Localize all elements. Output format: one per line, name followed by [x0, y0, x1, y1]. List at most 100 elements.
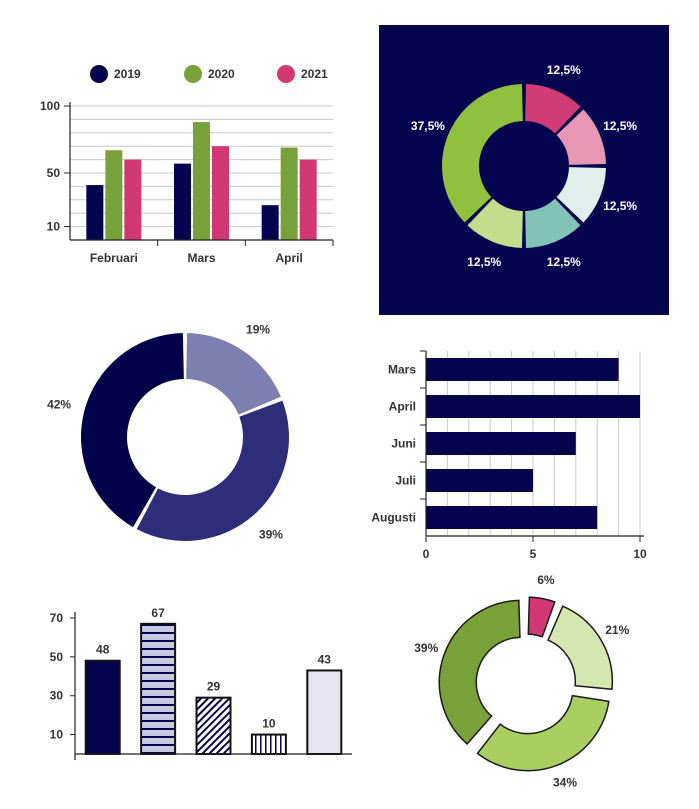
c1-axes	[64, 102, 334, 246]
donut-chart-navy-panel: 12,5% 12,5% 12,5% 12,5% 12,5% 37,5%	[379, 25, 669, 315]
c1-y-tick-label: 50	[47, 166, 61, 180]
c5-bar	[140, 622, 177, 755]
c1-bar-2020	[193, 122, 210, 240]
c5-data-label: 67	[151, 606, 165, 620]
exploded-donut-chart-green: 6% 21% 34% 39%	[414, 573, 629, 790]
c3-slices	[81, 333, 289, 541]
c1-bar-2019	[174, 163, 191, 240]
c1-x-tick-labels: Februari Mars April	[90, 251, 303, 265]
c4-bars	[426, 358, 640, 529]
c4-bar	[426, 395, 640, 418]
c4-category-label: Juli	[395, 474, 416, 488]
c1-legend-marker	[90, 65, 108, 83]
c1-legend-label: 2019	[114, 67, 141, 81]
c4-bar	[426, 358, 619, 381]
c5-data-label: 43	[318, 652, 332, 666]
c3-data-label: 39%	[259, 528, 283, 542]
c3-slice	[81, 333, 184, 528]
c3-data-labels: 19% 39% 42%	[47, 322, 283, 541]
c2-slice	[556, 167, 606, 223]
c1-y-tick-label: 100	[40, 99, 60, 113]
c1-x-tick-label: Mars	[187, 251, 215, 265]
c4-x-tick-label: 0	[423, 547, 430, 561]
c1-bar-2021	[299, 159, 317, 240]
c1-bars	[86, 122, 317, 240]
c5-y-tick-label: 10	[50, 728, 64, 742]
c1-legend-marker	[277, 65, 295, 83]
c4-category-label: Mars	[388, 363, 416, 377]
c5-data-label: 10	[262, 717, 276, 731]
c4-x-tick-label: 10	[633, 547, 647, 561]
c6-slice	[438, 599, 521, 745]
c4-category-labels: Mars April Juni Juli Augusti	[371, 363, 416, 525]
patterned-bar-chart: 10 30 50 70 48 67 29 10 43	[50, 606, 352, 760]
c3-slice	[186, 333, 281, 415]
c2-slice	[441, 84, 523, 223]
c6-data-label: 21%	[605, 623, 629, 637]
c4-x-tick-labels: 0 5 10	[423, 547, 647, 561]
c2-slice	[525, 84, 581, 134]
c6-data-label: 34%	[553, 776, 577, 790]
grouped-bar-chart: 10 50 100 Februari Mars April 2019 2020 2021	[40, 65, 334, 265]
c5-data-labels: 48 67 29 10 43	[96, 606, 331, 731]
c1-x-tick-label: Februari	[90, 251, 138, 265]
c6-slice	[527, 596, 556, 638]
c1-bar-2021	[124, 159, 142, 240]
c2-data-label: 37,5%	[411, 119, 445, 133]
c5-y-tick-label: 30	[50, 689, 64, 703]
c5-data-label: 29	[207, 680, 221, 694]
c4-category-label: April	[389, 400, 416, 414]
c2-data-label: 12,5%	[603, 119, 637, 133]
c5-bars	[84, 622, 343, 756]
c4-bar	[426, 506, 598, 529]
c2-data-label: 12,5%	[603, 199, 637, 213]
c6-slice	[476, 694, 610, 772]
c1-legend-marker	[184, 65, 202, 83]
c3-data-label: 42%	[47, 398, 71, 412]
c2-background-panel	[379, 25, 669, 315]
c5-y-tick-labels: 10 30 50 70	[50, 611, 64, 742]
c1-y-tick-labels: 10 50 100	[40, 99, 60, 234]
c2-data-label: 12,5%	[467, 255, 501, 269]
c2-slices	[441, 84, 606, 248]
c2-data-label: 12,5%	[547, 255, 581, 269]
c5-axes	[70, 612, 352, 760]
c4-category-label: Augusti	[371, 511, 416, 525]
c4-bar	[426, 469, 533, 492]
c6-slice	[547, 605, 614, 691]
c1-legend: 2019 2020 2021	[90, 65, 328, 83]
c6-slices	[438, 596, 614, 772]
c5-data-label: 48	[96, 643, 110, 657]
c2-slice	[556, 109, 606, 165]
c2-slice	[525, 198, 581, 248]
c2-slice	[467, 198, 523, 248]
c4-x-tick-label: 5	[530, 547, 537, 561]
c4-category-label: Juni	[391, 437, 416, 451]
c2-data-label: 12,5%	[547, 63, 581, 77]
c4-axes	[420, 350, 644, 542]
c6-data-label: 39%	[414, 641, 438, 655]
c5-bar	[84, 659, 121, 755]
c5-bar	[250, 733, 287, 755]
c2-data-labels: 12,5% 12,5% 12,5% 12,5% 12,5% 37,5%	[411, 63, 638, 269]
c5-y-tick-label: 50	[50, 650, 64, 664]
c3-slice	[136, 400, 289, 541]
c1-bar-2019	[86, 185, 104, 240]
horizontal-bar-chart: Mars April Juni Juli Augusti 0 5 10	[371, 350, 647, 561]
c5-bar	[306, 669, 343, 756]
c4-bar	[426, 432, 576, 455]
c1-bar-2021	[212, 146, 229, 240]
c1-legend-label: 2020	[208, 67, 235, 81]
c1-bar-2020	[105, 150, 123, 240]
c1-y-tick-label: 10	[47, 220, 61, 234]
c1-x-tick-label: April	[275, 251, 302, 265]
c1-bar-2019	[261, 205, 279, 240]
c5-bar	[195, 696, 232, 756]
c1-legend-label: 2021	[301, 67, 328, 81]
donut-chart-navy-shades: 19% 39% 42%	[47, 322, 289, 542]
c3-data-label: 19%	[246, 322, 270, 336]
c1-bar-2020	[280, 147, 298, 240]
c5-y-tick-label: 70	[50, 611, 64, 625]
c6-data-label: 6%	[537, 573, 555, 587]
